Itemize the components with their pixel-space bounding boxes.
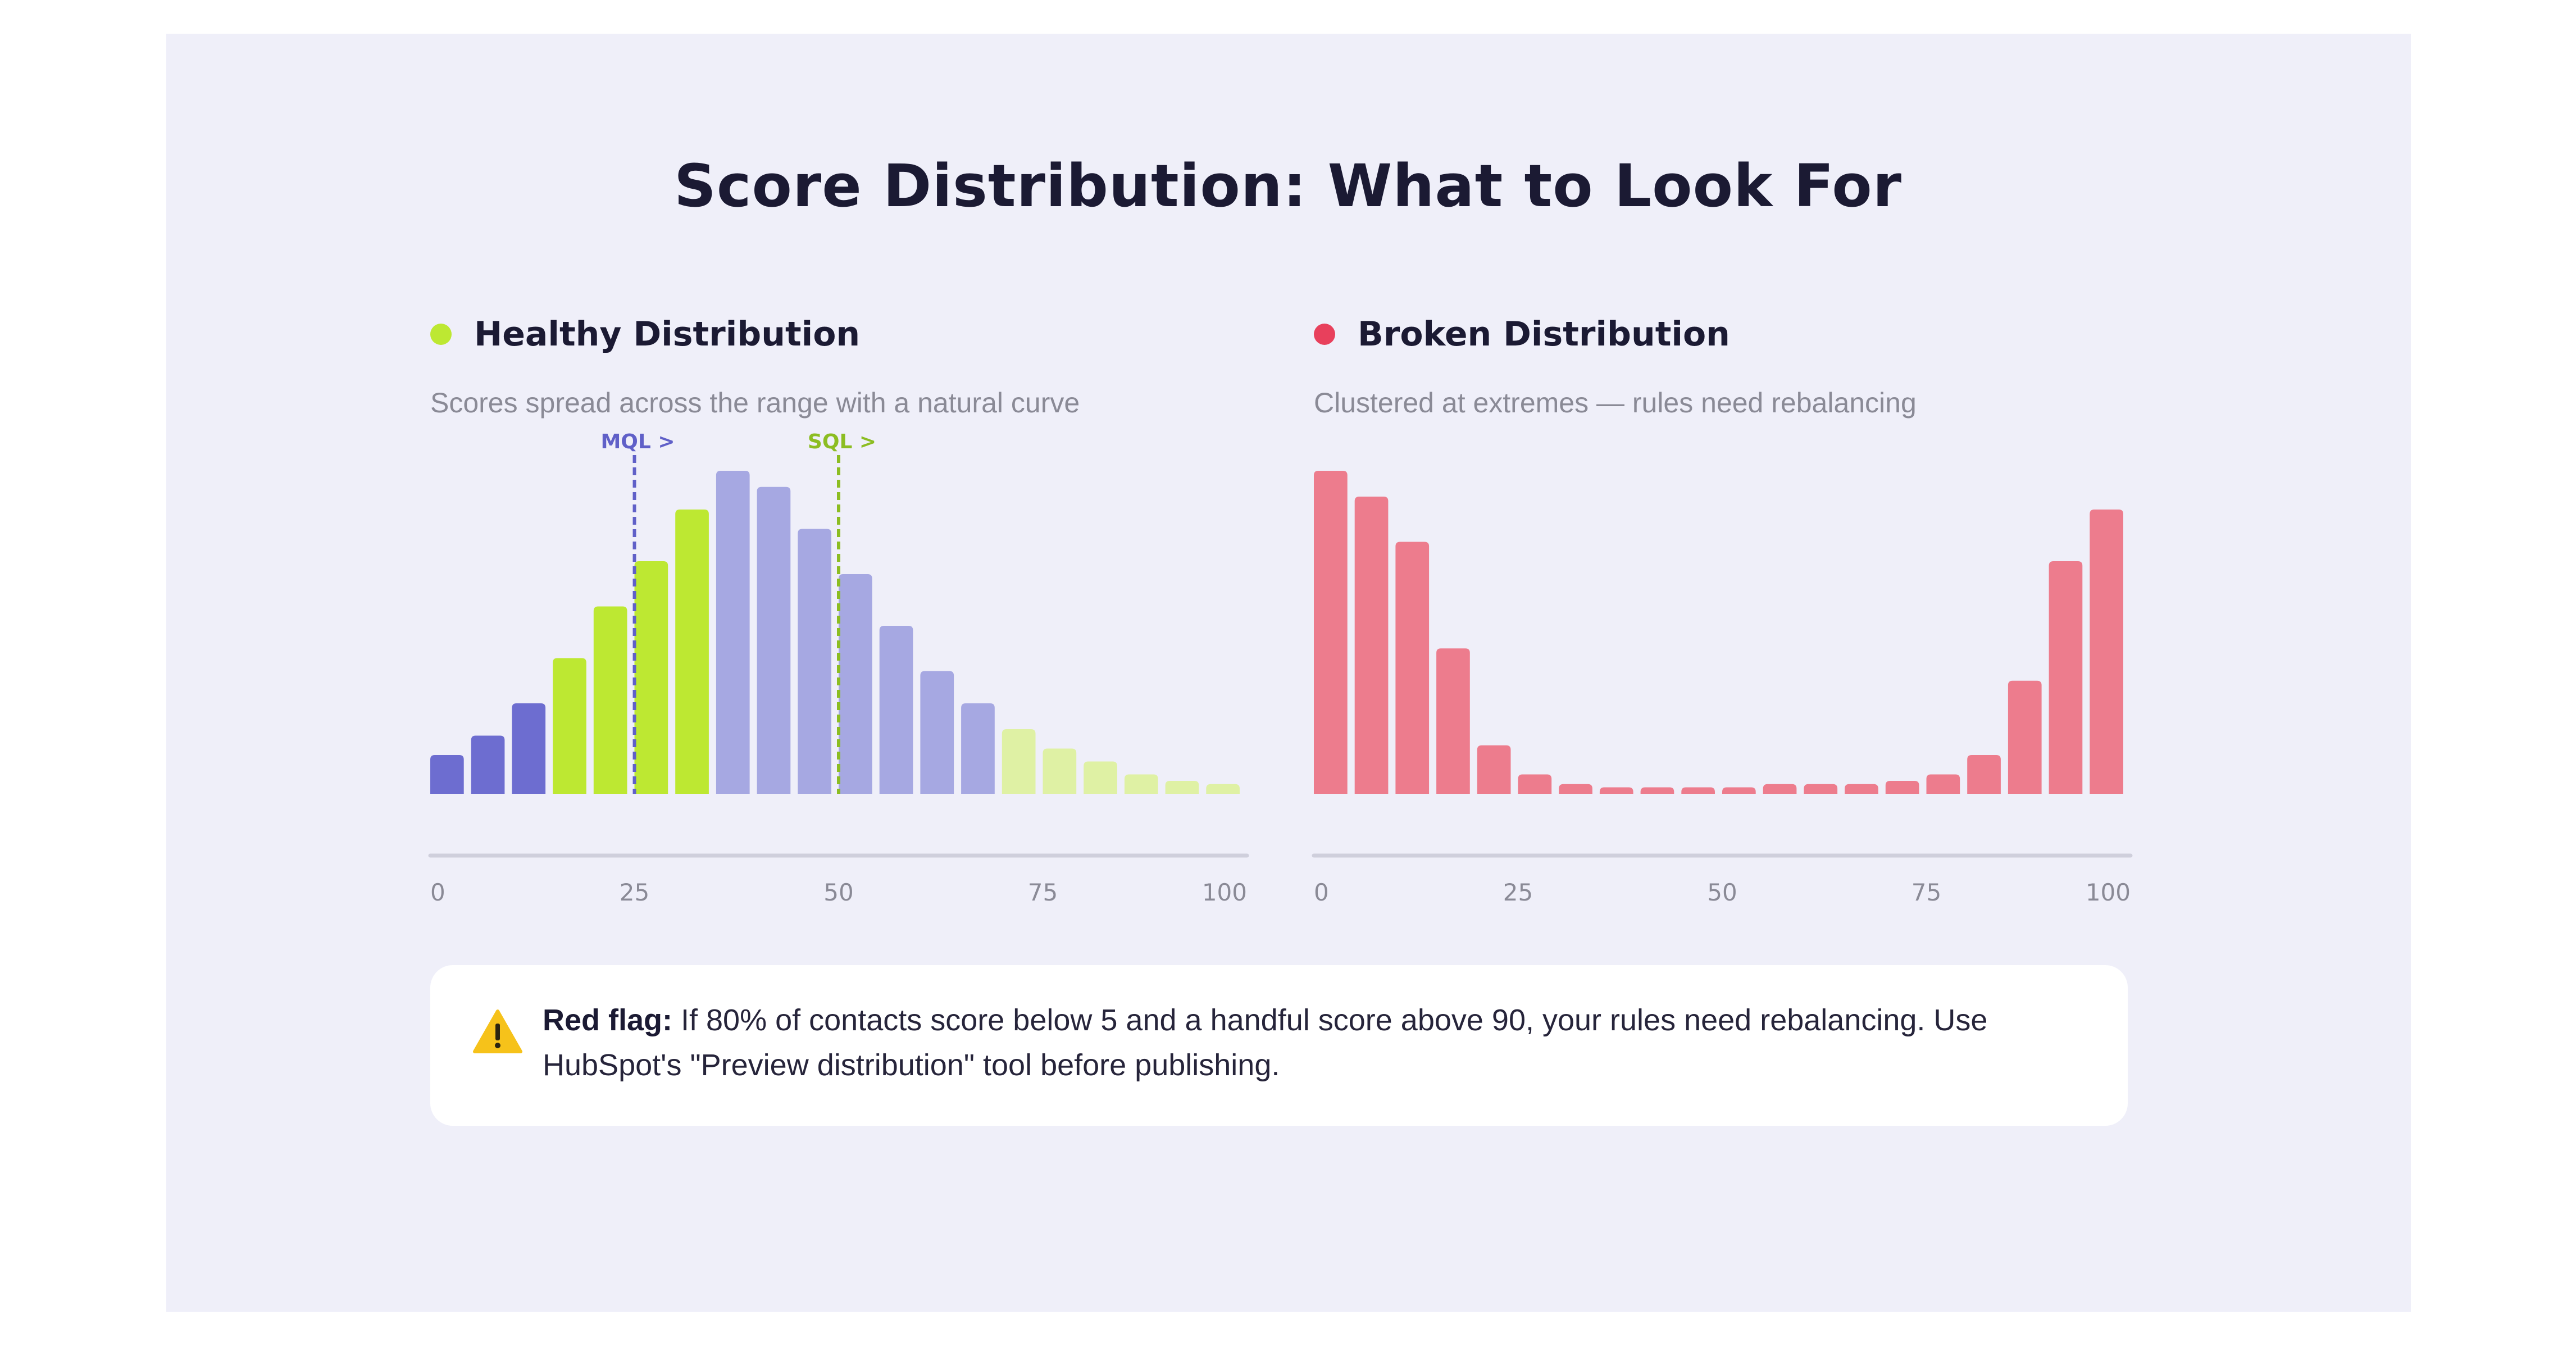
healthy-chart-title-text: Healthy Distribution (474, 315, 861, 354)
chart-1-bar-2 (1395, 542, 1430, 794)
chart-1-bar-3 (1436, 648, 1470, 794)
chart-0-bar-4 (593, 606, 627, 794)
chart-0-bar-12 (920, 671, 954, 794)
healthy-distribution-chart: 0 25 50 75 100 MQL > SQL > (428, 430, 1249, 906)
broken-chart-title-text: Broken Distribution (1358, 315, 1730, 354)
chart-1-bar-18 (2049, 561, 2083, 794)
healthy-status-dot (430, 324, 452, 345)
chart-0-bar-0 (430, 755, 464, 794)
chart-0-bar-17 (1124, 774, 1158, 794)
chart-0-threshold-label-1: SQL > (808, 430, 876, 453)
warning-icon (473, 1010, 522, 1053)
red-flag-label: Red flag: (543, 1003, 673, 1037)
chart-1-bar-13 (1845, 784, 1878, 794)
chart-1-bar-17 (2008, 680, 2042, 794)
chart-0-bar-1 (471, 735, 505, 794)
chart-1-bar-12 (1804, 784, 1838, 794)
chart-1-bar-0 (1314, 471, 1348, 794)
chart-0-x-tick-label: 100 (1202, 879, 1247, 906)
chart-0-x-tick-label: 50 (823, 879, 853, 906)
chart-1-bar-19 (2090, 510, 2123, 794)
chart-0-x-tick-label: 25 (620, 879, 649, 906)
chart-0-bar-9 (798, 529, 831, 794)
red-flag-body: If 80% of contacts score below 5 and a h… (543, 1003, 1988, 1082)
chart-1-x-tick-label: 75 (1911, 879, 1941, 906)
chart-0-bar-19 (1206, 784, 1240, 794)
chart-0-bar-16 (1084, 761, 1117, 794)
chart-1-x-tick-label: 100 (2086, 879, 2131, 906)
chart-1-bar-14 (1885, 781, 1919, 794)
page-title: Score Distribution: What to Look For (673, 152, 1903, 220)
chart-0-bar-13 (961, 703, 995, 794)
chart-1-x-tick-label: 0 (1314, 879, 1329, 906)
chart-1-bar-15 (1926, 774, 1960, 794)
chart-0-bar-7 (716, 471, 750, 794)
broken-status-dot (1314, 324, 1335, 345)
chart-1-bar-9 (1681, 787, 1715, 794)
chart-1-bar-16 (1967, 755, 2001, 794)
healthy-chart-subtitle: Scores spread across the range with a na… (430, 387, 1080, 419)
chart-0-bar-3 (553, 658, 586, 794)
chart-1-bar-7 (1599, 787, 1633, 794)
chart-1-bar-10 (1722, 787, 1756, 794)
chart-0-bar-18 (1165, 781, 1199, 794)
chart-1-bar-5 (1518, 774, 1552, 794)
chart-1-bar-11 (1763, 784, 1797, 794)
chart-1-bar-1 (1354, 497, 1389, 794)
red-flag-callout: Red flag: If 80% of contacts score below… (430, 965, 2128, 1126)
chart-1-bar-4 (1477, 745, 1511, 794)
chart-0-threshold-label-0: MQL > (600, 430, 675, 453)
chart-0-x-tick-label: 0 (430, 879, 445, 906)
healthy-chart-title: Healthy Distribution (430, 309, 860, 360)
chart-0-bar-2 (512, 703, 546, 794)
chart-0-bar-15 (1043, 748, 1077, 794)
chart-0-bar-11 (879, 626, 913, 794)
chart-1-bar-6 (1559, 784, 1592, 794)
chart-0-bar-6 (675, 510, 709, 794)
chart-1-x-tick-label: 25 (1503, 879, 1533, 906)
chart-0-x-tick-label: 75 (1028, 879, 1058, 906)
red-flag-message: Red flag: If 80% of contacts score below… (543, 998, 2093, 1088)
broken-distribution-chart: 0 25 50 75 100 (1312, 471, 2133, 906)
broken-chart-title: Broken Distribution (1314, 309, 1730, 360)
chart-1-x-tick-label: 50 (1707, 879, 1737, 906)
broken-chart-subtitle: Clustered at extremes — rules need rebal… (1314, 387, 1917, 419)
chart-1-bar-8 (1640, 787, 1674, 794)
chart-0-bar-8 (757, 486, 791, 794)
chart-0-bar-10 (839, 574, 872, 794)
chart-0-bar-14 (1002, 729, 1036, 794)
chart-0-bar-5 (634, 561, 668, 794)
